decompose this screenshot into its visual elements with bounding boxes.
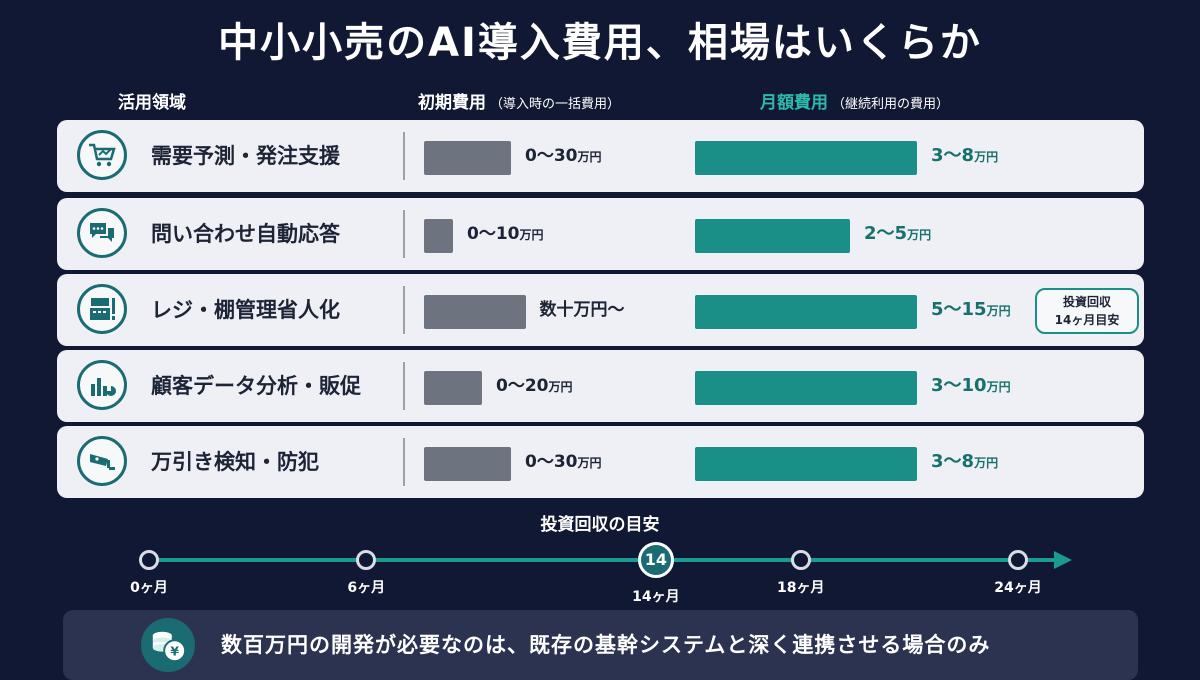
timeline-line bbox=[148, 558, 1056, 562]
initial-cost-unit: 万円 bbox=[519, 228, 544, 242]
initial-cost-value: 数十万円〜 bbox=[540, 274, 625, 346]
initial-cost-unit: 万円 bbox=[577, 456, 602, 470]
initial-cost-range: 0〜30 bbox=[525, 452, 578, 472]
header-monthly: 月額費用 （継続利用の費用） bbox=[760, 88, 949, 113]
row-divider bbox=[403, 362, 405, 410]
header-monthly-note: （継続利用の費用） bbox=[832, 97, 950, 112]
monthly-cost-range: 3〜8 bbox=[931, 451, 975, 472]
chat-bubbles-icon bbox=[77, 208, 127, 258]
yen-coins-icon: ¥ bbox=[141, 618, 195, 672]
footer-banner: ¥ 数百万円の開発が必要なのは、既存の基幹システムと深く連携させる場合のみ bbox=[63, 610, 1138, 680]
monthly-cost-unit: 万円 bbox=[986, 380, 1011, 394]
initial-cost-range: 0〜30 bbox=[525, 146, 578, 166]
initial-cost-bar bbox=[424, 371, 482, 405]
initial-cost-range: 数十万円〜 bbox=[539, 300, 625, 320]
header-initial-label: 初期費用 bbox=[418, 93, 486, 113]
monthly-cost-bar bbox=[695, 295, 917, 329]
monthly-cost-range: 3〜10 bbox=[931, 375, 987, 396]
cost-row: レジ・棚管理省人化 数十万円〜 5〜15万円 投資回収 14ヶ月目安 bbox=[57, 274, 1144, 346]
register-icon bbox=[77, 284, 127, 334]
monthly-cost-bar bbox=[695, 447, 917, 481]
timeline-label: 14ヶ月 bbox=[632, 589, 680, 605]
initial-cost-range: 0〜10 bbox=[467, 224, 520, 244]
monthly-cost-bar bbox=[695, 141, 917, 175]
cost-row: 万引き検知・防犯 0〜30万円 3〜8万円 bbox=[57, 426, 1144, 498]
timeline-title: 投資回収の目安 bbox=[540, 515, 660, 535]
timeline-marker-highlight: 14 bbox=[637, 542, 674, 578]
timeline-label: 18ヶ月 bbox=[777, 580, 825, 596]
monthly-cost-range: 3〜8 bbox=[931, 145, 975, 166]
row-label: レジ・棚管理省人化 bbox=[151, 298, 340, 322]
payback-badge: 投資回収 14ヶ月目安 bbox=[1035, 288, 1139, 334]
row-divider bbox=[403, 438, 405, 486]
monthly-cost-value: 2〜5万円 bbox=[864, 198, 931, 270]
row-label: 万引き検知・防犯 bbox=[151, 450, 319, 474]
initial-cost-value: 0〜30万円 bbox=[525, 426, 602, 498]
row-label: 問い合わせ自動応答 bbox=[151, 222, 340, 246]
monthly-cost-value: 3〜8万円 bbox=[931, 426, 998, 498]
timeline-label: 24ヶ月 bbox=[994, 580, 1042, 596]
header-initial: 初期費用 （導入時の一括費用） bbox=[418, 88, 620, 113]
monthly-cost-unit: 万円 bbox=[974, 456, 999, 470]
monthly-cost-unit: 万円 bbox=[974, 150, 999, 164]
timeline-arrow-icon bbox=[1054, 551, 1072, 569]
analytics-icon bbox=[77, 360, 127, 410]
monthly-cost-range: 2〜5 bbox=[864, 223, 908, 244]
monthly-cost-bar bbox=[695, 371, 917, 405]
timeline-label: 0ヶ月 bbox=[130, 580, 168, 596]
initial-cost-value: 0〜30万円 bbox=[525, 120, 602, 192]
footer-text: 数百万円の開発が必要なのは、既存の基幹システムと深く連携させる場合のみ bbox=[221, 633, 991, 657]
initial-cost-bar bbox=[424, 447, 511, 481]
monthly-cost-value: 3〜10万円 bbox=[931, 350, 1011, 422]
page-title: 中小小売のAI導入費用、相場はいくらか bbox=[218, 20, 982, 66]
svg-text:¥: ¥ bbox=[170, 644, 179, 658]
initial-cost-bar bbox=[424, 295, 526, 329]
header-area: 活用領域 bbox=[118, 88, 186, 113]
timeline-label: 6ヶ月 bbox=[347, 580, 386, 596]
header-monthly-label: 月額費用 bbox=[760, 93, 828, 113]
timeline-marker bbox=[1008, 550, 1028, 570]
monthly-cost-value: 5〜15万円 bbox=[931, 274, 1011, 346]
cost-row: 需要予測・発注支援 0〜30万円 3〜8万円 bbox=[57, 120, 1144, 192]
cart-chart-icon bbox=[77, 130, 127, 180]
monthly-cost-value: 3〜8万円 bbox=[931, 120, 998, 192]
header-initial-note: （導入時の一括費用） bbox=[490, 97, 621, 112]
initial-cost-unit: 万円 bbox=[577, 150, 602, 164]
row-divider bbox=[403, 132, 405, 180]
row-divider bbox=[403, 286, 405, 334]
initial-cost-range: 0〜20 bbox=[496, 376, 549, 396]
cost-row: 顧客データ分析・販促 0〜20万円 3〜10万円 bbox=[57, 350, 1144, 422]
cost-row: 問い合わせ自動応答 0〜10万円 2〜5万円 bbox=[57, 198, 1144, 270]
camera-icon bbox=[77, 436, 127, 486]
timeline-marker bbox=[139, 550, 159, 570]
initial-cost-bar bbox=[424, 141, 511, 175]
payback-badge-line1: 投資回収 bbox=[1062, 295, 1111, 309]
row-label: 顧客データ分析・販促 bbox=[151, 374, 361, 398]
monthly-cost-bar bbox=[695, 219, 850, 253]
initial-cost-value: 0〜20万円 bbox=[496, 350, 573, 422]
monthly-cost-range: 5〜15 bbox=[931, 299, 987, 320]
timeline-marker bbox=[790, 550, 811, 570]
row-label: 需要予測・発注支援 bbox=[151, 144, 340, 168]
initial-cost-bar bbox=[424, 219, 453, 253]
header-area-label: 活用領域 bbox=[118, 93, 186, 113]
initial-cost-unit: 万円 bbox=[548, 380, 573, 394]
initial-cost-value: 0〜10万円 bbox=[467, 198, 544, 270]
timeline-marker bbox=[356, 550, 377, 570]
monthly-cost-unit: 万円 bbox=[986, 304, 1011, 318]
payback-badge-line2: 14ヶ月目安 bbox=[1054, 313, 1120, 327]
monthly-cost-unit: 万円 bbox=[907, 228, 932, 242]
row-divider bbox=[403, 210, 405, 258]
